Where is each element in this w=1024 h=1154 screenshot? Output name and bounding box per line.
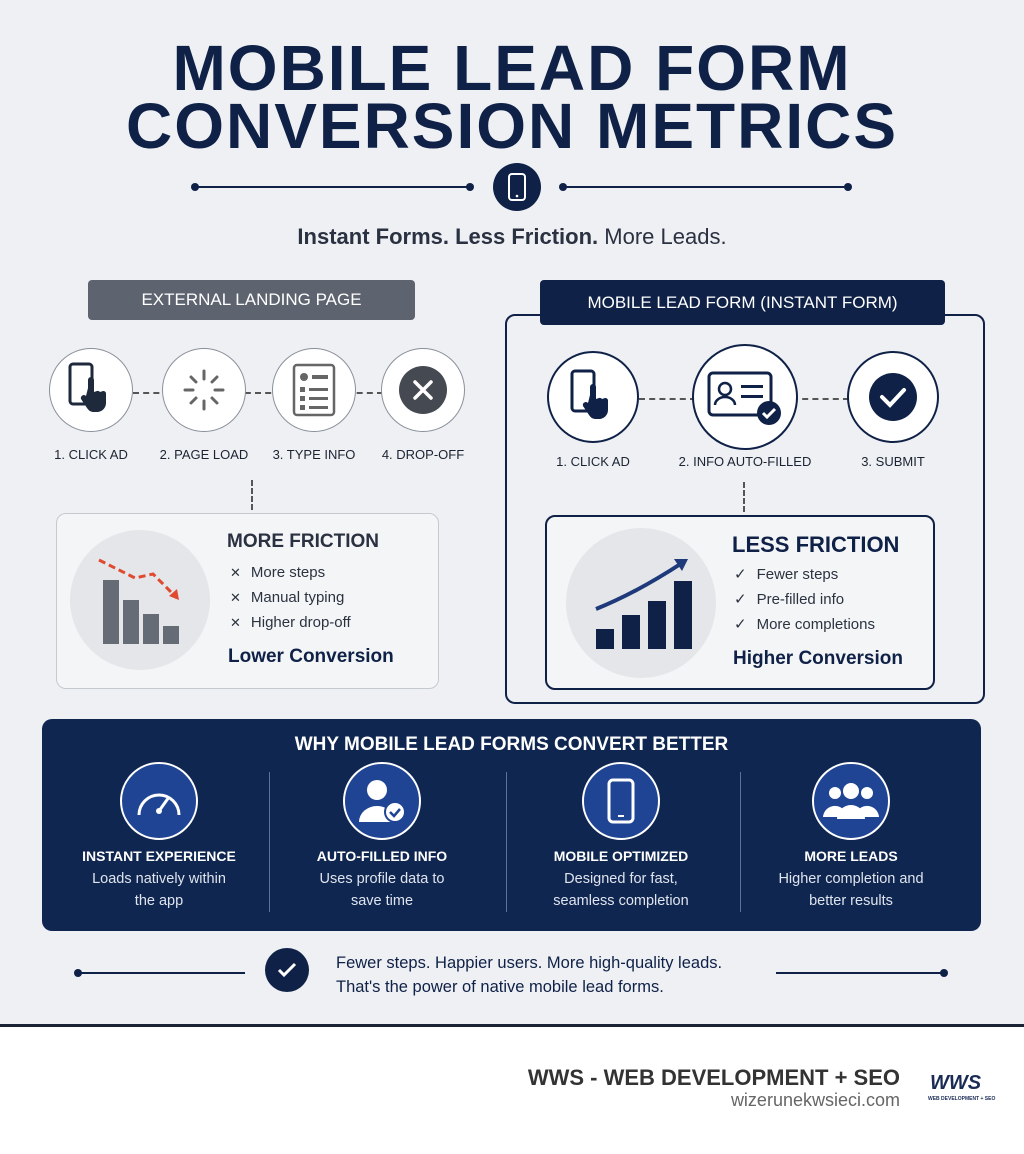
step-label: 2. INFO AUTO-FILLED bbox=[678, 454, 812, 469]
step-icon bbox=[692, 344, 798, 450]
divider-dot bbox=[559, 183, 567, 191]
result-outcome: Higher Conversion bbox=[733, 648, 903, 669]
step-icon bbox=[162, 348, 246, 432]
separator bbox=[740, 772, 741, 912]
benefit-title: INSTANT EXPERIENCE bbox=[82, 848, 236, 864]
benefit-title: MOBILE OPTIMIZED bbox=[553, 848, 689, 864]
step-label: 3. SUBMIT bbox=[861, 454, 925, 469]
benefits-title: WHY MOBILE LEAD FORMS CONVERT BETTER bbox=[294, 734, 729, 755]
result-item: More completions bbox=[734, 612, 875, 637]
result-list: Fewer steps Pre-filled info More complet… bbox=[734, 562, 875, 637]
title: MOBILE LEAD FORM bbox=[172, 32, 852, 104]
tagline: Instant Forms. Less Friction. More Leads… bbox=[0, 224, 1024, 250]
note-line: That's the power of native mobile lead f… bbox=[336, 978, 664, 996]
tagline-bold: Instant Forms. Less Friction. bbox=[297, 224, 599, 249]
divider-dot bbox=[74, 969, 82, 977]
footer-rule bbox=[0, 1024, 1024, 1027]
section-label: MOBILE LEAD FORM (INSTANT FORM) bbox=[540, 280, 945, 325]
section-label: EXTERNAL LANDING PAGE bbox=[88, 280, 415, 320]
result-item: Manual typing bbox=[230, 585, 351, 610]
result-title: MORE FRICTION bbox=[227, 531, 379, 552]
benefit-text: Designed for fast, seamless completion bbox=[553, 871, 689, 909]
connector bbox=[251, 480, 253, 510]
benefit-text: Loads natively within the app bbox=[92, 871, 226, 909]
step-icon bbox=[847, 351, 939, 443]
divider-dot bbox=[844, 183, 852, 191]
benefit-icon bbox=[812, 762, 890, 840]
chart-icon bbox=[566, 528, 716, 678]
separator bbox=[269, 772, 270, 912]
logo-sub: WEB DEVELOPMENT + SEO bbox=[928, 1096, 996, 1102]
step-label: 4. DROP-OFF bbox=[381, 447, 465, 462]
divider bbox=[195, 186, 470, 188]
step-icon bbox=[381, 348, 465, 432]
result-item: Pre-filled info bbox=[734, 587, 875, 612]
result-title: LESS FRICTION bbox=[732, 532, 900, 557]
note-line: Fewer steps. Happier users. More high-qu… bbox=[336, 954, 723, 972]
logo: WWS bbox=[930, 1072, 982, 1094]
divider bbox=[776, 972, 944, 974]
step-label: 1. CLICK AD bbox=[556, 454, 630, 469]
connector bbox=[133, 392, 383, 394]
benefit-title: MORE LEADS bbox=[804, 848, 898, 864]
result-item: Fewer steps bbox=[734, 562, 875, 587]
phone-icon bbox=[493, 163, 541, 211]
result-item: Higher drop-off bbox=[230, 610, 351, 635]
tagline-text: More Leads. bbox=[604, 224, 727, 249]
step-icon bbox=[547, 351, 639, 443]
step-icon bbox=[49, 348, 133, 432]
benefit-icon bbox=[120, 762, 198, 840]
brand-name: WWS - WEB DEVELOPMENT + SEO bbox=[527, 1065, 900, 1090]
step-icon bbox=[272, 348, 356, 432]
title: CONVERSION METRICS bbox=[125, 90, 899, 162]
step-label: 3. TYPE INFO bbox=[272, 447, 356, 462]
divider bbox=[563, 186, 848, 188]
benefit-icon bbox=[582, 762, 660, 840]
divider-dot bbox=[466, 183, 474, 191]
result-item: More steps bbox=[230, 560, 351, 585]
benefit-text: Higher completion and better results bbox=[778, 871, 924, 909]
separator bbox=[506, 772, 507, 912]
benefit-icon bbox=[343, 762, 421, 840]
result-outcome: Lower Conversion bbox=[228, 646, 394, 667]
divider-dot bbox=[191, 183, 199, 191]
benefit-title: AUTO-FILLED INFO bbox=[316, 848, 448, 864]
divider-dot bbox=[940, 969, 948, 977]
step-label: 1. CLICK AD bbox=[54, 447, 128, 462]
divider bbox=[78, 972, 245, 974]
result-list: More steps Manual typing Higher drop-off bbox=[230, 560, 351, 635]
step-label: 2. PAGE LOAD bbox=[159, 447, 249, 462]
connector bbox=[743, 482, 745, 512]
brand-url: wizerunekwsieci.com bbox=[730, 1090, 900, 1110]
benefit-text: Uses profile data to save time bbox=[319, 871, 445, 909]
check-icon bbox=[265, 948, 309, 992]
chart-icon bbox=[70, 530, 210, 670]
